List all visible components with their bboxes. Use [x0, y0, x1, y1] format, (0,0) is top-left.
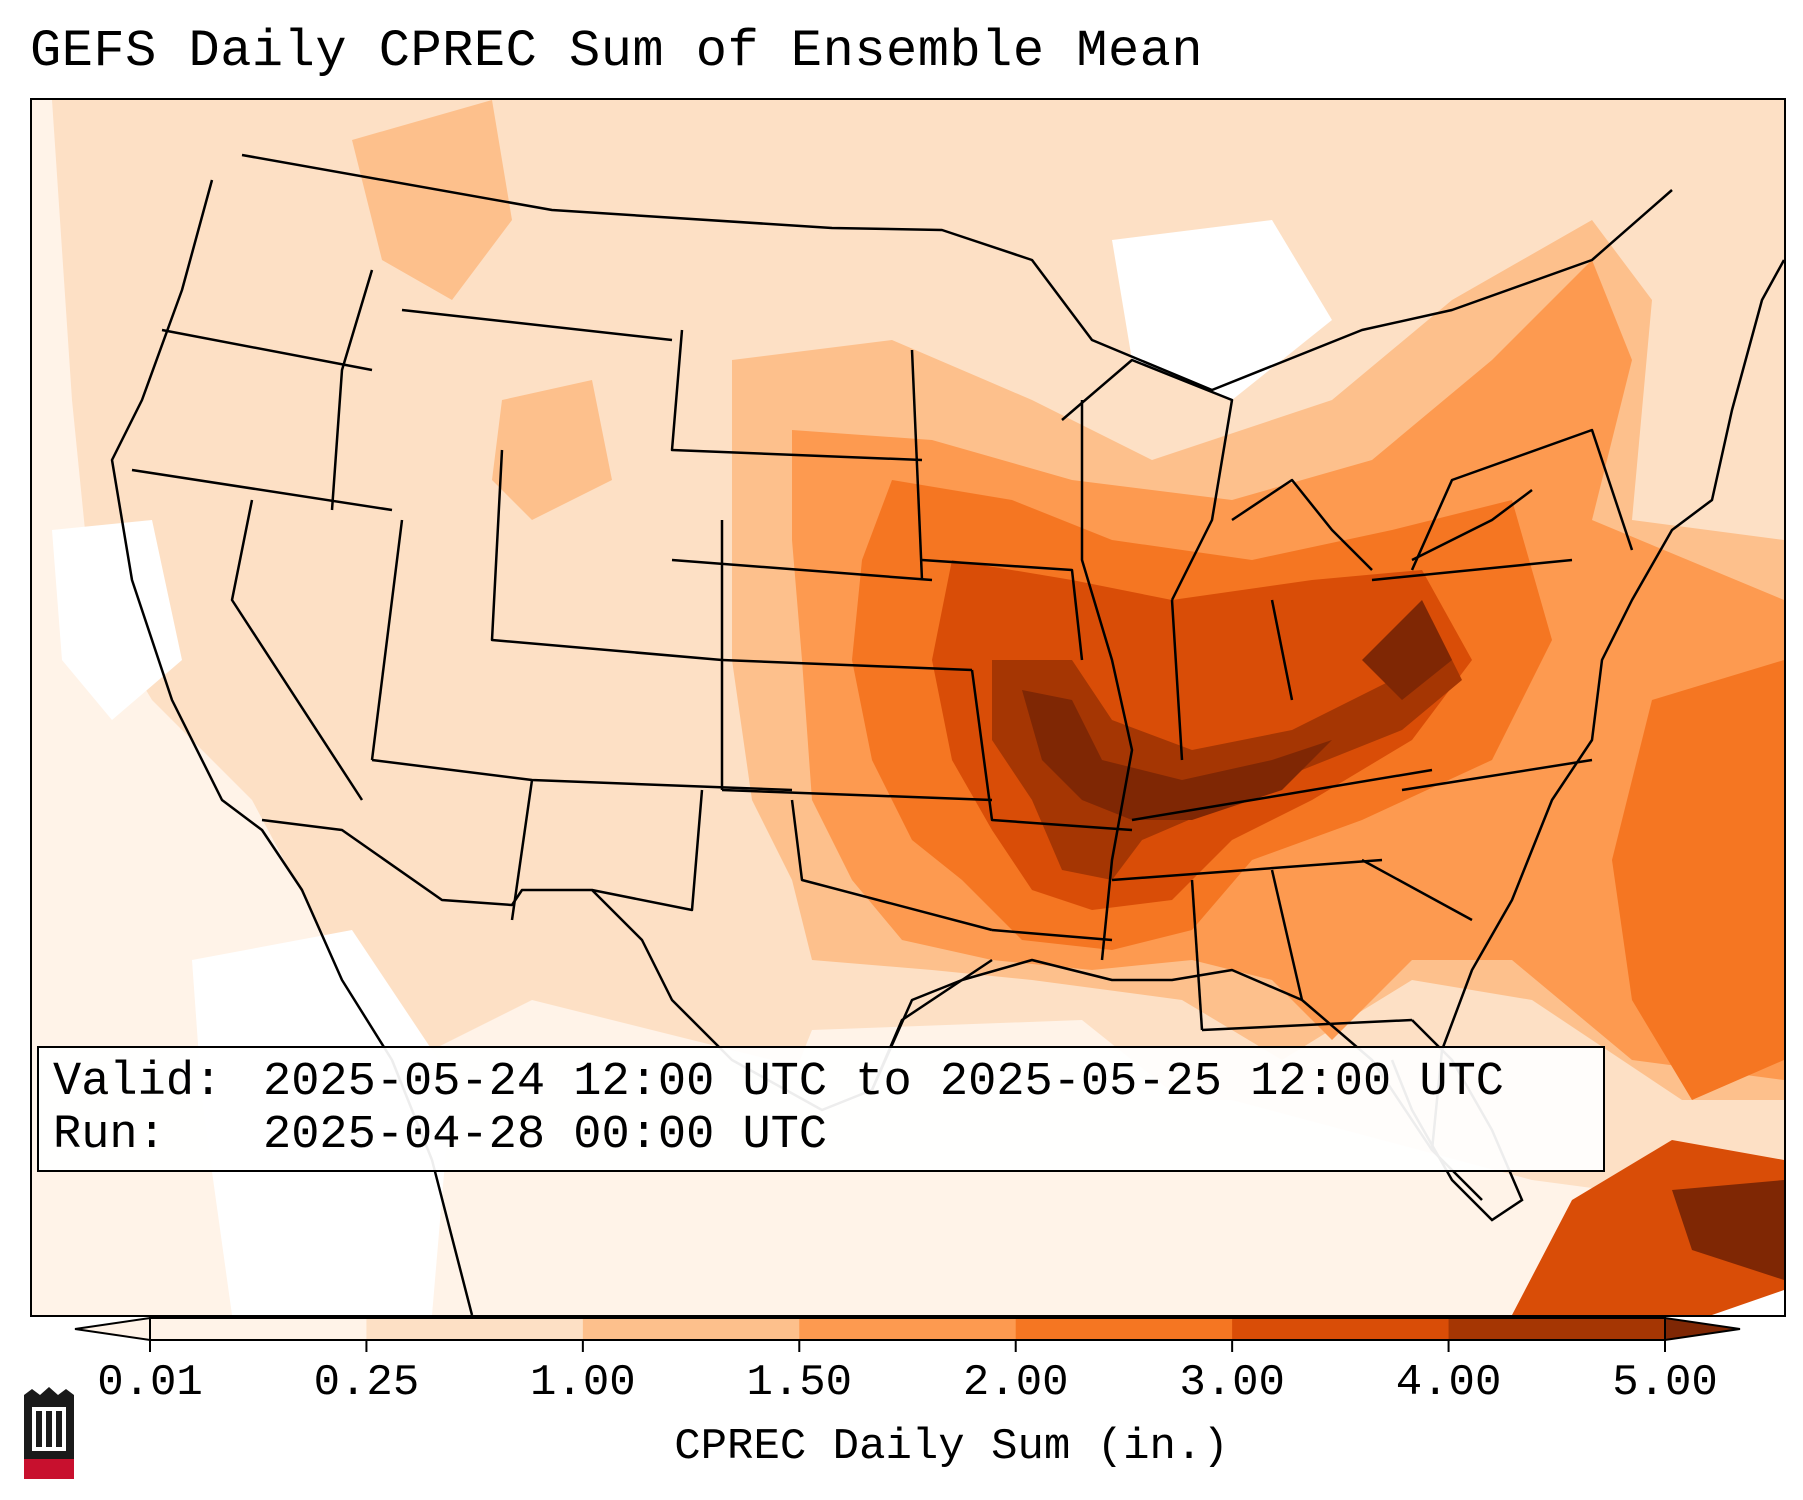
sd-ne-line — [671, 558, 933, 582]
colorbar-title: CPREC Daily Sum (in.) — [674, 1422, 1229, 1472]
colorbar-segment — [582, 1318, 800, 1340]
colorbar-segment — [1015, 1318, 1233, 1340]
state-borders — [110, 153, 1784, 1315]
valid-row: Valid: 2025-05-24 12:00 UTC to 2025-05-25… — [53, 1056, 1589, 1109]
carolinas-line — [1361, 858, 1473, 922]
al-ga-line — [1270, 869, 1304, 1001]
run-label: Run: — [53, 1109, 166, 1162]
colorbar-tick-label: 2.00 — [962, 1358, 1069, 1408]
mn-line — [910, 349, 924, 581]
oh-line — [1270, 599, 1294, 701]
projection-edge — [1712, 1290, 1784, 1315]
canada-border — [241, 153, 1673, 392]
ks-ok-line — [721, 788, 993, 802]
dakotas-line — [670, 329, 923, 462]
ny-line — [1410, 428, 1634, 571]
run-row: Run: 2025-04-28 00:00 UTC — [53, 1109, 1589, 1162]
colorbar-segment — [1448, 1318, 1666, 1340]
great-lakes — [1061, 358, 1533, 601]
precip-white-ne — [1112, 220, 1332, 400]
id-line — [330, 269, 374, 511]
ne-ks-line — [721, 658, 973, 672]
tn-south-line — [1111, 858, 1383, 882]
ga-fl-line — [1201, 1018, 1413, 1032]
colorbar-outline — [149, 1317, 1666, 1341]
colorbar — [74, 1316, 1741, 1352]
ia-line — [921, 558, 1084, 661]
colorbar-tick-label: 0.01 — [97, 1358, 203, 1408]
precip-level-7 — [1022, 600, 1784, 1280]
info-box: Valid: 2025-05-24 12:00 UTC to 2025-05-25… — [37, 1046, 1605, 1172]
mexico-border — [261, 818, 993, 1112]
run-value: 2025-04-28 00:00 UTC — [263, 1109, 828, 1162]
colorbar-extend-high — [1664, 1316, 1741, 1342]
ms-al-line — [1190, 879, 1204, 1031]
ok-tx-line — [790, 799, 993, 932]
or-ca-line — [131, 468, 393, 512]
nm-tx-line — [591, 789, 704, 912]
pa-line — [1371, 558, 1573, 582]
colorbar-tick-label: 3.00 — [1179, 1358, 1285, 1408]
colorbar-tick-label: 5.00 — [1612, 1358, 1718, 1408]
colorbar-tick-label: 1.00 — [530, 1358, 636, 1408]
chart-title: GEFS Daily CPREC Sum of Ensemble Mean — [30, 22, 1204, 81]
nv-ca-line — [230, 499, 364, 801]
mississippi-river — [1080, 400, 1134, 961]
mo-line — [970, 669, 1133, 832]
colorbar-tick-label: 1.50 — [746, 1358, 853, 1408]
colorbar-segment — [150, 1318, 367, 1340]
wa-or-line — [161, 328, 373, 372]
mt-wy-line — [401, 308, 673, 342]
ar-la-line — [991, 928, 1113, 942]
valid-value: 2025-05-24 12:00 UTC to 2025-05-25 12:00… — [263, 1056, 1505, 1109]
colorbar-extend-low — [74, 1316, 151, 1342]
precip-white-west — [52, 520, 182, 720]
wy-co-line — [490, 449, 723, 662]
va-nc-line — [1401, 758, 1593, 792]
colorbar-segment — [1232, 1318, 1450, 1340]
colorbar-tick-label: 0.25 — [313, 1358, 420, 1408]
colorbar-segment — [366, 1318, 584, 1340]
precip-level-6 — [992, 620, 1462, 880]
niu-logo — [24, 1387, 74, 1479]
colorbar-tick-label: 4.00 — [1395, 1358, 1502, 1408]
colorbar-segment — [799, 1318, 1017, 1340]
il-in-line — [1170, 599, 1184, 761]
east-coast — [1430, 259, 1784, 1151]
ky-tn-line — [1131, 768, 1433, 822]
nv-ut-line — [370, 519, 404, 761]
az-nm-line — [510, 779, 534, 921]
valid-label: Valid: — [53, 1056, 223, 1109]
